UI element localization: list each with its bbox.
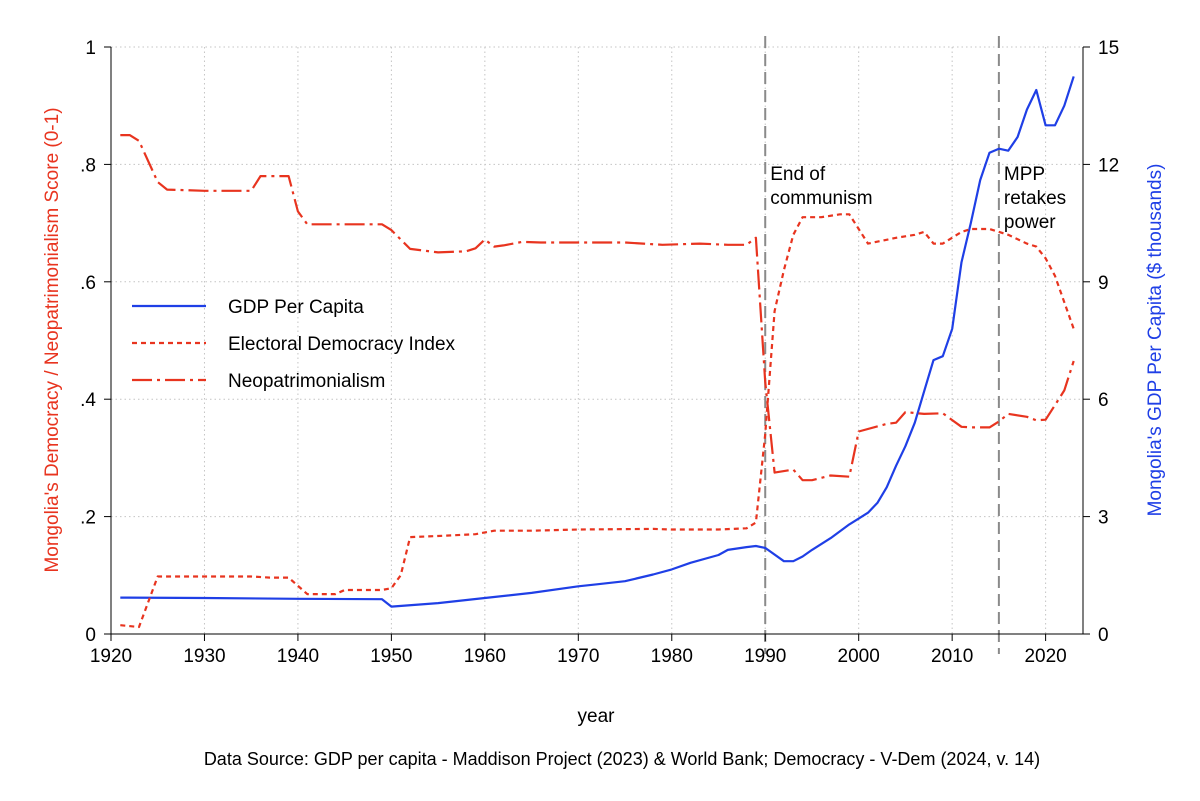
y-axis-right-label: Mongolia's GDP Per Capita ($ thousands) <box>1145 164 1166 517</box>
y-left-tick-label: .2 <box>80 508 96 529</box>
x-tick-label: 1960 <box>464 646 506 667</box>
x-tick-label: 2000 <box>838 646 880 667</box>
y-left-tick-label: .6 <box>80 273 96 294</box>
y-left-tick-label: .4 <box>80 390 96 411</box>
series-line-gdp-per-capita <box>120 76 1075 608</box>
y-left-tick-label: 0 <box>85 625 96 646</box>
x-tick-label: 2020 <box>1024 646 1066 667</box>
y-right-tick-label: 15 <box>1098 38 1119 59</box>
y-right-tick-label: 6 <box>1098 390 1109 411</box>
y-left-tick-label: 1 <box>85 38 96 59</box>
x-tick-label: 1940 <box>277 646 319 667</box>
legend: GDP Per Capita Electoral Democracy Index N… <box>132 297 456 392</box>
x-axis-label: year <box>578 706 616 727</box>
y-right-tick-label: 3 <box>1098 508 1109 529</box>
series-line-neopatrimonialism <box>120 134 1075 482</box>
x-tick-label: 1950 <box>370 646 412 667</box>
series-line-electoral-democracy-index <box>120 213 1075 629</box>
y-right-tick-label: 12 <box>1098 155 1119 176</box>
y-axis-left-label: Mongolia's Democracy / Neopatrimonialism… <box>42 107 63 572</box>
event-annotation-text: retakes <box>1004 188 1066 209</box>
event-annotation-text: MPP <box>1004 164 1045 185</box>
source-note: Data Source: GDP per capita - Maddison P… <box>204 749 1040 769</box>
annotations: End of communism MPP retakes power <box>770 164 1066 233</box>
x-tick-label: 1970 <box>557 646 599 667</box>
event-lines <box>764 36 1000 654</box>
x-tick-label: 1920 <box>90 646 132 667</box>
y-right-tick-label: 9 <box>1098 273 1109 294</box>
x-tick-label: 1990 <box>744 646 786 667</box>
x-tick-label: 1980 <box>651 646 693 667</box>
axes: 1920 1930 1940 1950 1960 1970 1980 1990 2000 2010… <box>80 38 1119 667</box>
x-tick-label: 1930 <box>183 646 225 667</box>
event-annotation-text: communism <box>770 188 872 209</box>
legend-label: Electoral Democracy Index <box>228 334 456 355</box>
y-left-tick-label: .8 <box>80 155 96 176</box>
series-layer <box>120 76 1075 629</box>
legend-label: GDP Per Capita <box>228 297 364 318</box>
legend-label: Neopatrimonialism <box>228 371 385 392</box>
event-annotation-text: power <box>1004 212 1056 233</box>
y-right-tick-label: 0 <box>1098 625 1109 646</box>
x-tick-label: 2010 <box>931 646 973 667</box>
event-annotation-text: End of <box>770 164 826 185</box>
